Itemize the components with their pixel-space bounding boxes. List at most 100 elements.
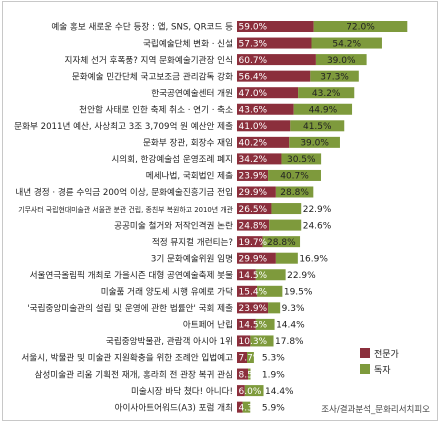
bar-expert	[237, 352, 248, 363]
bar-reader	[269, 219, 302, 231]
category-label: 지자체 선거 후폭풍? 지역 문화예술기관장 인식	[65, 55, 233, 66]
source-note: 조사/결과분석_문화리서치피오	[321, 404, 430, 415]
data-label-reader: 16.9%	[299, 254, 328, 264]
bar-reader	[290, 120, 345, 132]
category-label: 기무사터 국립현대미술관 서울관 분관 건립, 종친부 복원하고 2010년 개…	[18, 205, 233, 214]
data-label-expert: 47.0%	[239, 89, 268, 99]
bar-expert	[237, 219, 270, 231]
data-label-reader: 39.0%	[300, 139, 329, 149]
data-label-expert: 15.4%	[239, 288, 268, 298]
bar-expert	[237, 186, 276, 198]
data-label-reader: 22.9%	[303, 205, 332, 215]
data-label-reader: 28.8%	[280, 188, 309, 198]
bar-reader	[281, 153, 322, 165]
data-label-expert: 59.0%	[239, 23, 268, 33]
bar-reader	[293, 103, 353, 115]
bar-reader	[289, 136, 340, 148]
data-label-expert: 14.5%	[239, 271, 268, 281]
bar-expert	[237, 252, 276, 264]
bar-expert	[237, 203, 272, 215]
data-label-reader: 1.9%	[262, 370, 285, 380]
bar-reader	[257, 285, 283, 297]
bar-reader	[248, 368, 251, 380]
category-label: 미술품 거래 양도세 시행 유예로 가닥	[101, 286, 233, 298]
bar-expert	[237, 269, 256, 281]
bar-reader	[244, 385, 264, 397]
data-label-expert: 56.4%	[239, 72, 268, 82]
legend-label-reader: 독자	[374, 365, 391, 376]
data-label-expert: 4.3%	[239, 403, 262, 413]
data-label-expert: 23.9%	[239, 172, 268, 182]
data-label-expert: 43.6%	[239, 105, 268, 115]
data-label-expert: 29.9%	[239, 188, 268, 198]
data-label-expert: 29.9%	[239, 254, 268, 264]
bar-expert	[237, 302, 269, 314]
data-label-reader: 22.9%	[287, 271, 316, 281]
category-label: 국립중앙박물관, 관람객 아시아 1위	[106, 335, 233, 347]
data-label-expert: 7.7%	[239, 354, 262, 364]
data-label-reader: 43.2%	[312, 89, 341, 99]
data-label-reader: 14.4%	[276, 321, 305, 331]
bar-reader	[315, 54, 367, 66]
legend-swatch-reader	[360, 364, 370, 374]
category-label: 아트페어 난립	[183, 320, 233, 331]
bar-reader	[298, 87, 355, 99]
category-label: 한국공연예술센터 개원	[151, 88, 233, 99]
bar-expert	[237, 153, 282, 165]
data-label-reader: 41.5%	[303, 122, 332, 132]
data-label-reader: 17.8%	[275, 337, 304, 347]
bar-reader	[268, 302, 281, 314]
category-label: 문화부 장관, 회장수 재임	[143, 137, 233, 149]
category-label: 내년 경정 · 경륜 수익금 200억 이상, 문화예술진흥기금 전입	[15, 186, 233, 198]
category-label: 서울시, 박물관 및 미술관 지원확충을 위한 조례안 입법예고	[21, 352, 233, 364]
bar-expert	[237, 285, 258, 297]
category-label: 시의회, 한강예술섬 운영조례 폐지	[111, 153, 233, 165]
bar-reader	[242, 401, 251, 413]
data-label-reader: 54.2%	[332, 39, 361, 49]
data-label-reader: 30.5%	[287, 155, 316, 165]
bar-reader	[310, 70, 359, 82]
data-label-expert: 8.5%	[239, 370, 262, 380]
bar-reader	[268, 169, 321, 181]
category-label: 3기 문화예술위원 임명	[151, 252, 233, 264]
data-label-reader: 39.0%	[327, 56, 356, 66]
category-label: 예술 홍보 새로운 수단 등장 : 앱, SNS, QR코드 등	[51, 21, 233, 33]
data-label-expert: 34.2%	[239, 155, 268, 165]
category-label: 메세나법, 국회법인 제출	[146, 171, 233, 182]
bar-reader	[311, 37, 382, 49]
data-label-expert: 40.2%	[239, 139, 268, 149]
bar-expert	[237, 335, 251, 347]
legend-swatch-expert	[360, 348, 370, 358]
bar-expert	[237, 103, 294, 115]
bar-reader	[313, 21, 408, 32]
bar-reader	[255, 318, 275, 330]
data-label-expert: 19.7%	[239, 238, 268, 248]
bar-expert	[237, 368, 249, 380]
bar-expert	[237, 37, 312, 49]
bar-expert	[237, 21, 314, 32]
category-label: 문화부 2011년 예산, 사상최고 3조 3,709억 원 예산안 제출	[14, 120, 233, 132]
category-label: 국립예술단체 변화 · 신설	[143, 38, 233, 49]
category-label: 천안함 사태로 인한 축제 취소 · 연기 · 축소	[79, 104, 233, 115]
bar-expert	[237, 87, 299, 99]
data-label-reader: 19.5%	[284, 288, 313, 298]
category-label: 아이사아트어워드(A3) 포럼 개최	[115, 402, 233, 413]
data-label-expert: 23.9%	[239, 304, 268, 314]
bar-expert	[237, 136, 290, 148]
bar-reader	[275, 252, 298, 264]
bar-reader	[250, 335, 274, 347]
category-label: 삼성미술관 리움 기획전 재개, 홍라희 전 관장 복귀 관심	[34, 368, 233, 380]
data-label-reader: 44.9%	[309, 105, 338, 115]
data-label-reader: 24.6%	[303, 221, 332, 231]
data-label-reader: 14.4%	[265, 387, 294, 397]
bar-reader	[247, 352, 254, 363]
data-label-expert: 60.7%	[239, 56, 268, 66]
data-label-expert: 10.3%	[239, 337, 268, 347]
bar-expert	[237, 385, 245, 397]
data-label-expert: 24.8%	[239, 221, 268, 231]
data-label-reader: 40.7%	[280, 172, 309, 182]
category-label: 적정 뮤지컬 개런티는?	[152, 236, 233, 248]
category-label: '국립중앙미술관의 설립 및 운영에 관한 법률안' 국회 제출	[27, 302, 233, 314]
bar-expert	[237, 236, 263, 248]
